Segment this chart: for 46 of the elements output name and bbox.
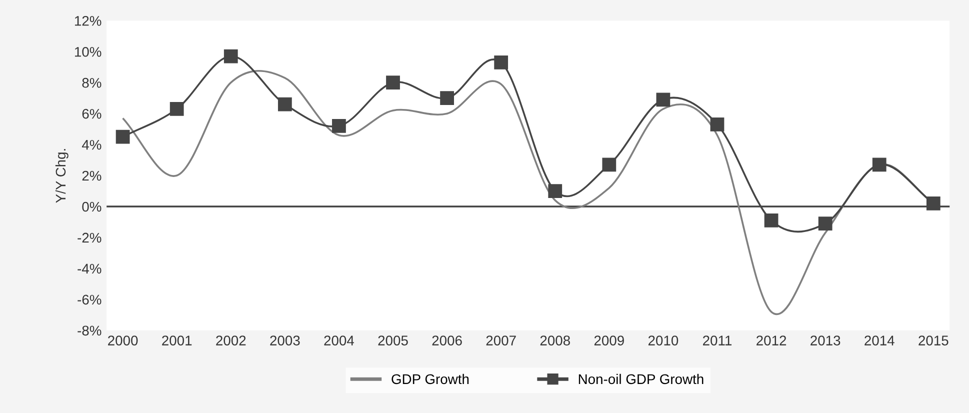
x-tick-label: 2004 [324,336,354,346]
point [494,56,508,70]
x-tick-label: 2010 [648,336,678,346]
x-tick-label: 2000 [108,336,138,346]
point [332,119,346,133]
y-tick-label: 8% [82,78,102,88]
x-tick-label: 2015 [918,336,948,346]
y-tick-label: 6% [82,108,102,119]
x-tick-label: 2007 [486,336,516,346]
legend-label: Non-oil GDP Growth [578,374,704,384]
y-axis-title: Y/Y Chg. [55,149,68,203]
x-tick-label: 2002 [216,336,246,346]
point [602,158,616,172]
x-tick-label: 2008 [540,336,570,346]
x-tick-label: 2014 [864,336,894,346]
point [926,196,940,210]
y-tick-label: -4% [78,264,102,274]
legend-label: GDP Growth [392,374,469,384]
point [710,117,724,132]
x-tick-label: 2013 [810,336,840,346]
y-tick-label: 0% [82,202,102,212]
x-tick-label: 2006 [432,336,462,346]
y-tick-label: -6% [78,294,102,305]
y-tick-label: -2% [78,232,102,243]
point [278,97,292,112]
x-tick-label: 2009 [594,336,624,346]
point [656,92,670,107]
x-tick-label: 2001 [162,336,192,346]
x-tick-label: 2005 [378,336,408,346]
point [116,130,130,144]
x-tick-label: 2012 [756,336,786,346]
x-tick-label: 2011 [703,336,732,346]
point [818,216,832,230]
point [548,184,562,198]
y-tick-label: 2% [82,170,102,181]
point [170,102,184,116]
point [224,49,238,64]
x-tick-label: 2003 [270,336,300,346]
y-tick-label: -8% [78,326,102,336]
y-tick-label: 10% [74,46,102,57]
point [764,213,778,228]
point [872,158,886,172]
y-tick-label: 4% [82,140,102,150]
point [440,91,454,106]
y-tick-label: 12% [74,16,102,26]
point [386,76,400,90]
